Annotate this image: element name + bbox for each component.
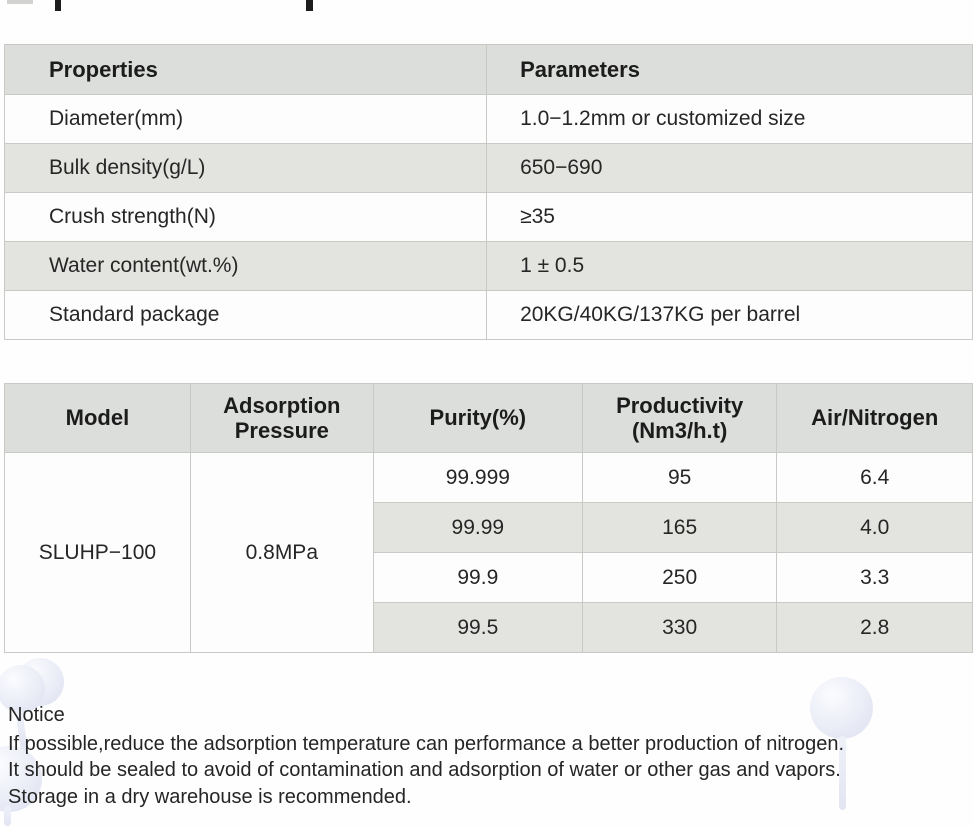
model-column-header: Model [4,383,191,453]
notice-line: It should be sealed to avoid of contamin… [8,759,841,781]
parameter-value-cell: ≥35 [486,192,973,242]
table-row: 99.9 250 3.3 [5,552,973,603]
parameter-value-cell: 1 ± 0.5 [486,241,973,291]
productivity-column-header: Productivity (Nm3/h.t) [581,383,778,453]
parameters-column-header: Parameters [486,44,973,95]
parameter-value-cell: 650−690 [486,143,973,193]
property-label-cell: Standard package [3,290,488,340]
property-label-cell: Diameter(mm) [3,94,488,144]
performance-table: Model Adsorption Pressure Purity(%) Prod… [4,383,973,653]
air-nitrogen-ratio-cell: 2.8 [776,602,973,653]
table-row: Crush strength(N) ≥35 [3,192,973,242]
properties-column-header: Properties [3,44,488,95]
purity-column-header: Purity(%) [372,383,583,453]
balloon-icon [810,677,873,739]
table-row: 99.99 165 4.0 [5,502,973,553]
productivity-cell: 165 [581,502,778,553]
table-row: Bulk density(g/L) 650−690 [3,143,973,193]
air-nitrogen-column-header: Air/Nitrogen [776,383,973,453]
table-row: Standard package 20KG/40KG/137KG per bar… [3,290,973,340]
purity-cell: 99.999 [372,452,583,503]
table-header-row: Model Adsorption Pressure Purity(%) Prod… [4,383,973,453]
model-cell: SLUHP−100 [4,452,191,653]
parameter-value-cell: 20KG/40KG/137KG per barrel [486,290,973,340]
air-nitrogen-ratio-cell: 6.4 [776,452,973,503]
notice-line: If possible,reduce the adsorption temper… [8,732,845,755]
balloon-string [839,736,846,810]
property-label-cell: Water content(wt.%) [3,241,488,291]
notice-section: Notice If possible,reduce the adsorption… [8,702,968,810]
cropped-letter-descender [306,0,313,11]
adsorption-pressure-cell: 0.8MPa [189,452,374,653]
air-nitrogen-ratio-cell: 4.0 [776,502,973,553]
table-row: SLUHP−100 0.8MPa 99.999 95 6.4 [4,452,973,653]
notice-title: Notice [8,704,65,726]
purity-cell: 99.9 [372,552,583,603]
purity-cell: 99.5 [372,602,583,653]
table-row: 99.5 330 2.8 [5,602,973,653]
cropped-heading-bullet [7,0,33,4]
properties-table: Properties Parameters Diameter(mm) 1.0−1… [3,44,973,340]
productivity-cell: 250 [581,552,778,603]
productivity-cell: 330 [581,602,778,653]
property-label-cell: Bulk density(g/L) [3,143,488,193]
air-nitrogen-ratio-cell: 3.3 [776,552,973,603]
parameter-value-cell: 1.0−1.2mm or customized size [486,94,973,144]
balloon-string [4,806,11,826]
adsorption-pressure-column-header: Adsorption Pressure [189,383,374,453]
balloon-icon [0,665,45,713]
table-header-row: Properties Parameters [3,44,973,95]
cropped-letter-descender [55,0,61,11]
notice-line: Storage in a dry warehouse is recommende… [8,785,412,808]
purity-cell: 99.99 [372,502,583,553]
table-row: Water content(wt.%) 1 ± 0.5 [3,241,973,291]
table-row: Diameter(mm) 1.0−1.2mm or customized siz… [3,94,973,144]
property-label-cell: Crush strength(N) [3,192,488,242]
productivity-cell: 95 [581,452,778,503]
